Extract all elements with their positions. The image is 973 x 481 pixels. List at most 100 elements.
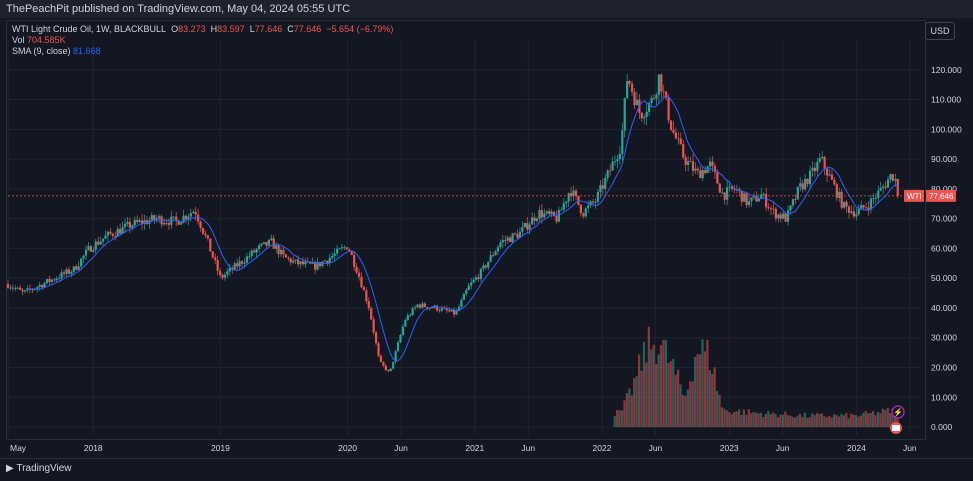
tradingview-logo[interactable]: ▶ TradingView <box>6 463 72 474</box>
candle-body <box>550 211 553 214</box>
volume-bar <box>857 416 860 428</box>
volume-bar <box>735 411 738 428</box>
candle-body <box>445 308 448 311</box>
currency-button[interactable]: USD <box>925 22 955 40</box>
volume-bar <box>779 414 782 428</box>
candle-body <box>467 285 470 291</box>
candle-body <box>772 208 775 210</box>
candle-body <box>250 250 253 257</box>
candle-body <box>896 178 899 196</box>
candle-body <box>755 195 758 202</box>
candle-body <box>604 177 607 189</box>
close-label: C <box>287 24 294 34</box>
candle-body <box>718 183 721 193</box>
candle-body <box>338 248 341 250</box>
legend-ohlc-row: WTI Light Crude Oil, 1W, BLACKBULL O83.2… <box>12 24 393 35</box>
candle-body <box>572 190 575 197</box>
time-tick-label: 2021 <box>465 443 484 453</box>
candle-body <box>199 221 202 228</box>
candle-body <box>304 261 307 265</box>
candle-body <box>214 257 217 261</box>
candle-body <box>277 245 280 255</box>
candle-body <box>374 332 378 344</box>
time-tick-label: Jun <box>394 443 408 453</box>
volume-bar <box>718 394 721 428</box>
candle-body <box>109 231 112 234</box>
candle-body <box>97 241 100 245</box>
time-tick-label: Jun <box>903 443 917 453</box>
candle-body <box>21 289 24 292</box>
candle-body <box>16 287 19 289</box>
candle-body <box>389 368 392 372</box>
candle-body <box>238 261 241 267</box>
candle-body <box>240 261 244 264</box>
volume-bar <box>737 409 741 428</box>
candle-body <box>804 178 807 190</box>
candle-body <box>226 271 229 275</box>
candle-body <box>767 207 770 209</box>
volume-bar <box>679 384 682 428</box>
candle-body <box>89 246 92 252</box>
volume-bar <box>677 369 680 428</box>
sma-label[interactable]: SMA (9, close) <box>12 46 71 56</box>
badge-ticker-bg <box>904 189 924 202</box>
candle-body <box>523 223 526 228</box>
candle-body <box>682 143 685 158</box>
candle-body <box>796 186 799 200</box>
candle-body <box>511 233 514 243</box>
candle-body <box>777 214 780 219</box>
volume-bar <box>759 412 763 428</box>
symbol-name[interactable]: WTI Light Crude Oil, 1W, BLACKBULL <box>12 24 167 34</box>
volume-bar <box>820 413 824 428</box>
volume-bar <box>733 411 736 428</box>
candle-body <box>311 262 314 264</box>
volume-bar <box>845 412 848 428</box>
volume-bar <box>703 351 707 428</box>
volume-bar <box>725 410 728 428</box>
candle-body <box>499 242 502 248</box>
candlesticks <box>6 73 899 373</box>
badge-value-bg <box>926 189 956 202</box>
candle-body <box>877 190 880 198</box>
candle-body <box>555 215 558 222</box>
volume-bar <box>742 409 746 428</box>
low-label: L <box>249 24 255 34</box>
volume-bar <box>869 412 872 428</box>
candle-body <box>669 120 673 130</box>
volume-label[interactable]: Vol <box>12 35 25 45</box>
chart-pane[interactable] <box>6 20 926 440</box>
candle-body <box>730 186 734 190</box>
candle-body <box>650 97 653 104</box>
candle-body <box>296 259 300 265</box>
candle-body <box>474 277 478 280</box>
candle-body <box>275 245 278 249</box>
candle-body <box>891 174 894 181</box>
volume-bar <box>847 418 850 428</box>
price-badge: WTI 77.646 <box>904 189 956 202</box>
candle-body <box>396 342 400 352</box>
volume-bar <box>650 349 653 428</box>
candle-body <box>179 222 183 225</box>
candle-body <box>526 223 529 230</box>
candle-body <box>355 266 358 273</box>
candle-body <box>153 215 156 220</box>
candle-body <box>455 310 458 315</box>
candle-body <box>799 183 802 187</box>
candle-body <box>440 308 444 311</box>
time-tick-label: 2018 <box>84 443 103 453</box>
candle-body <box>413 307 417 309</box>
volume-bar <box>801 416 804 428</box>
candle-body <box>365 290 368 302</box>
candle-body <box>879 187 882 191</box>
candle-body <box>533 217 536 221</box>
candle-body <box>811 167 814 171</box>
candle-body <box>765 193 768 208</box>
candle-body <box>155 218 158 220</box>
volume-bar <box>730 414 733 428</box>
candle-body <box>177 220 180 225</box>
candle-body <box>643 116 646 119</box>
high-value: 83.597 <box>217 24 245 34</box>
candle-body <box>613 161 617 163</box>
high-label: H <box>210 24 218 34</box>
